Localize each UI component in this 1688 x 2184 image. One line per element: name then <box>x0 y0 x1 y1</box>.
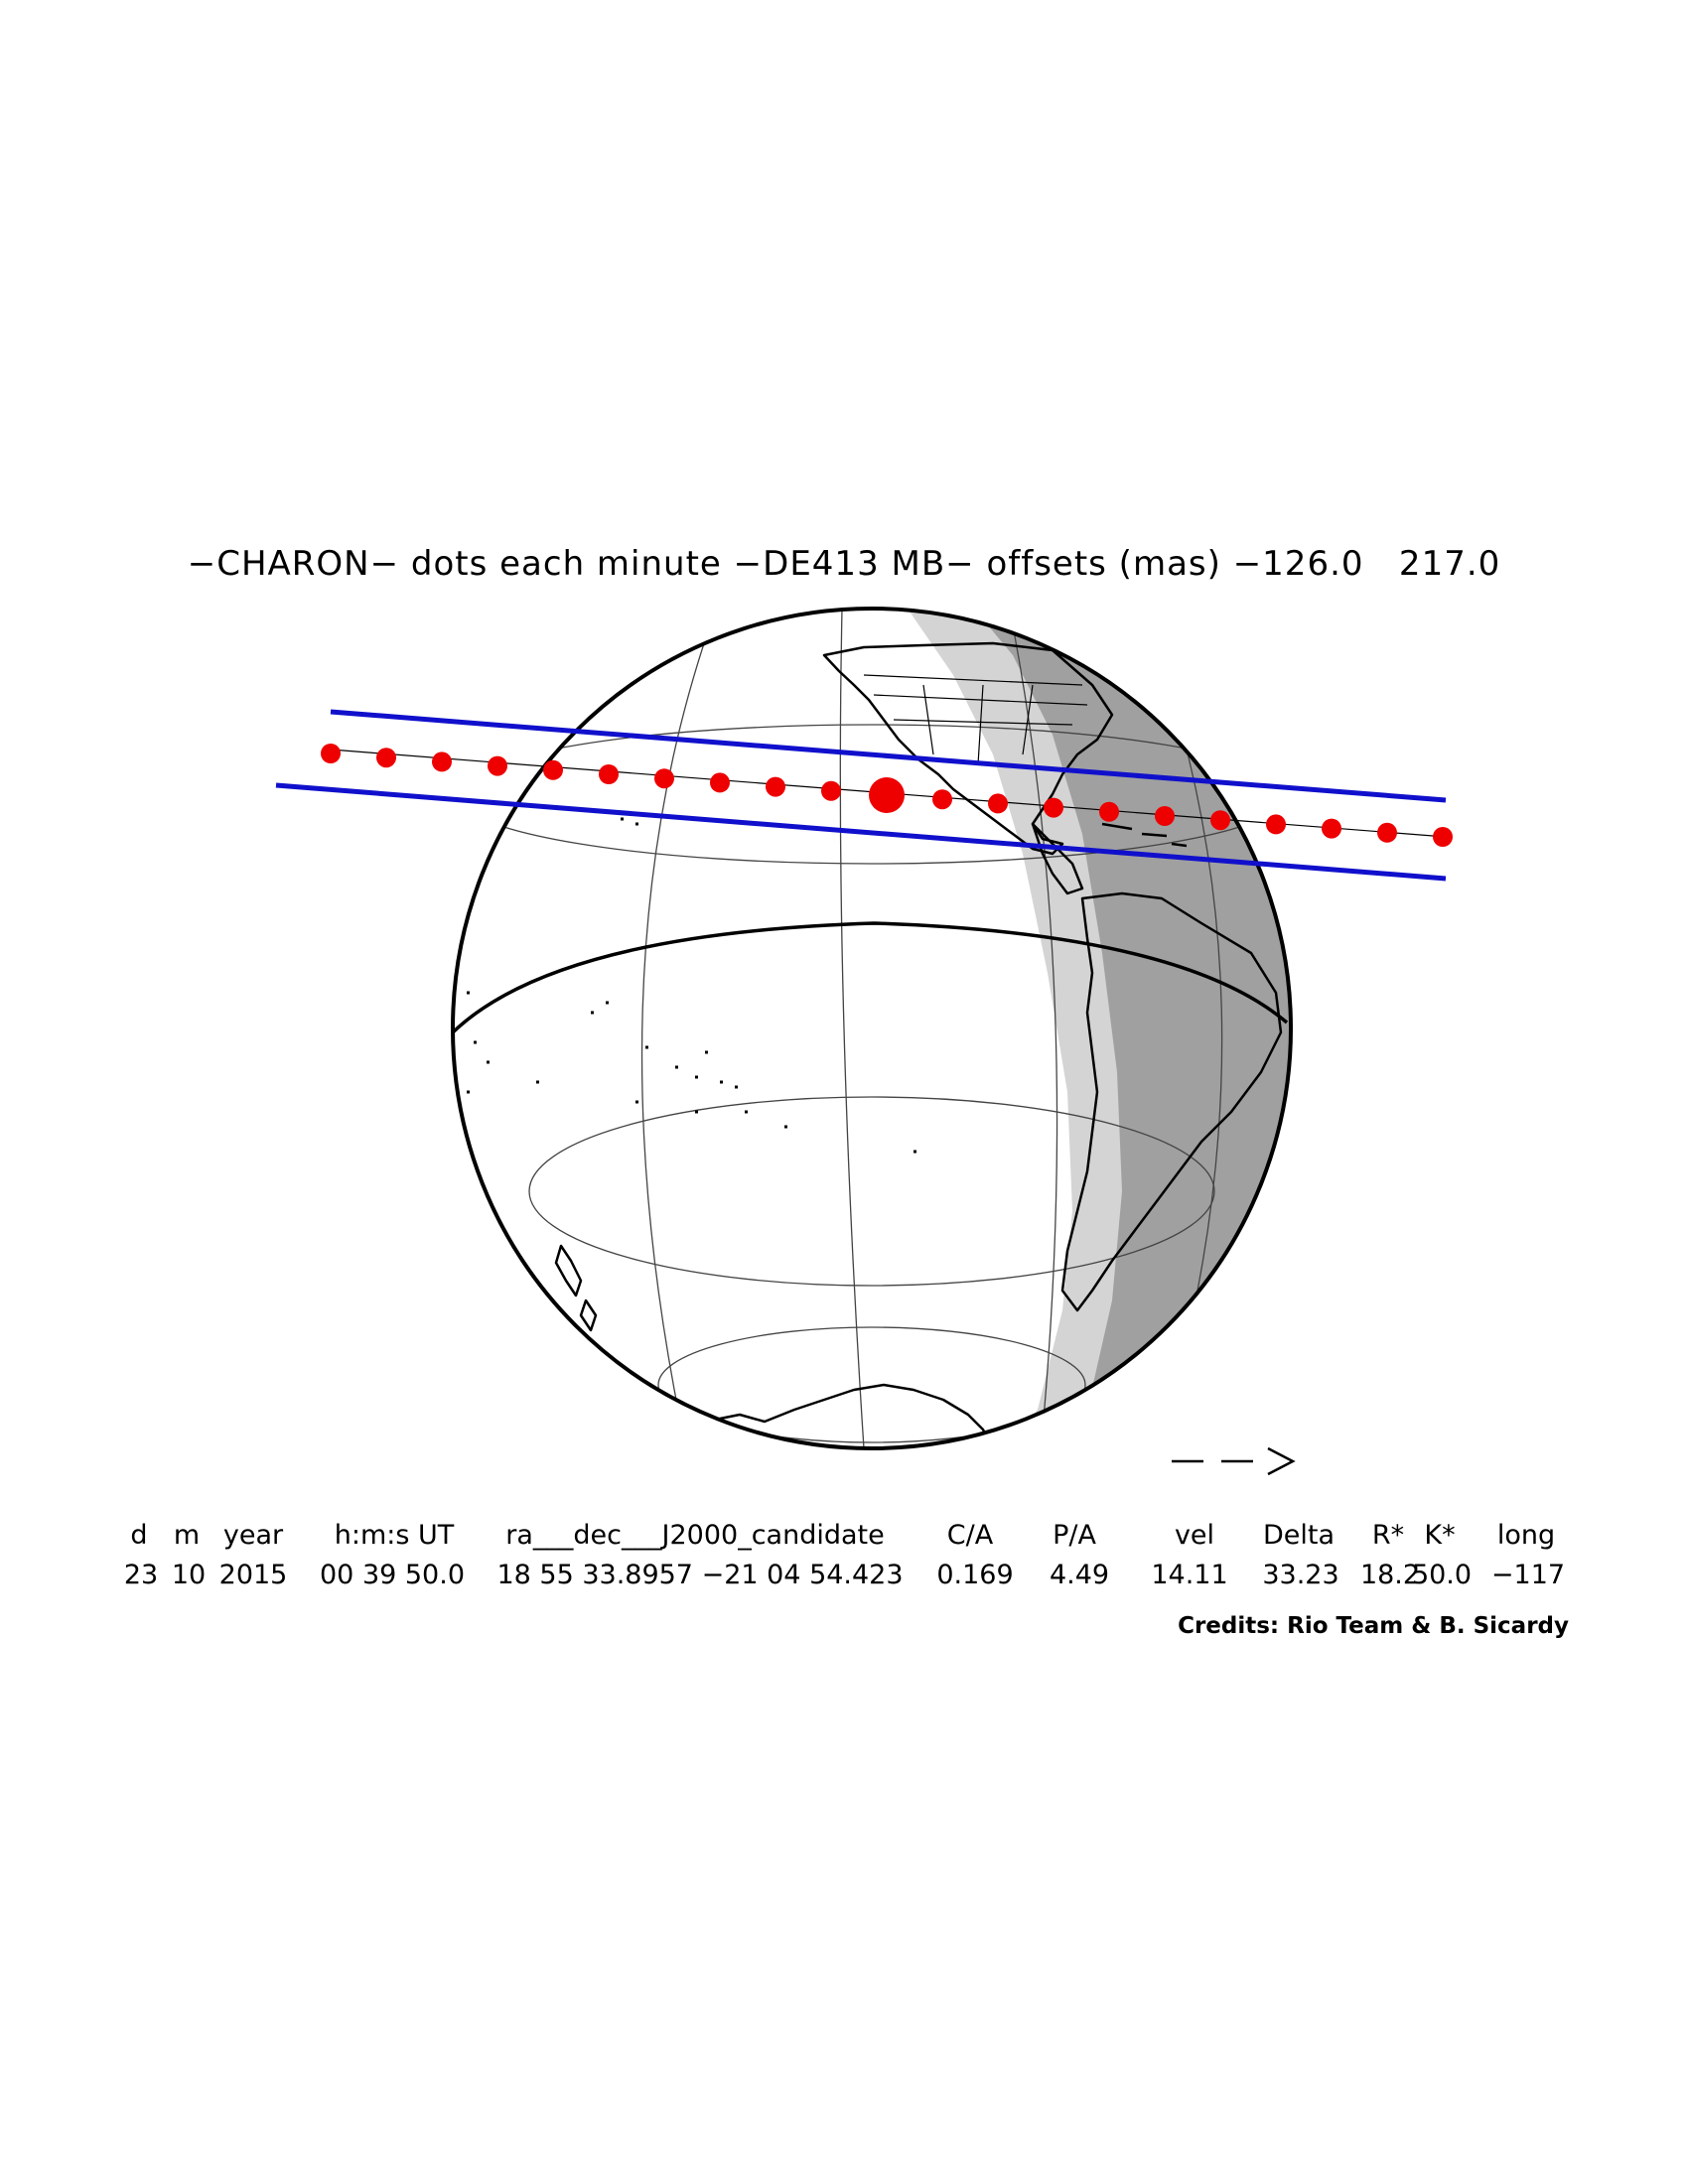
south-limit-line <box>275 782 1447 882</box>
minute-dot <box>1210 810 1230 831</box>
header-vel: vel <box>1174 1520 1215 1551</box>
minute-dot <box>710 772 730 793</box>
value-radec: 18 55 33.8957 −21 04 54.423 <box>496 1560 904 1590</box>
direction-arrow <box>1172 1446 1296 1476</box>
antarctica-outline <box>703 1383 995 1448</box>
caribbean-islands <box>1101 822 1188 848</box>
value-year: 2015 <box>218 1560 288 1590</box>
minute-dot <box>1044 797 1063 818</box>
closest-approach-dot <box>869 777 905 813</box>
minute-dot <box>1322 818 1341 839</box>
minute-dot <box>932 789 952 810</box>
table-header-row: d m year h:m:s UT ra___dec___J2000_candi… <box>0 1520 1688 1560</box>
minute-dot <box>1099 801 1119 822</box>
minute-dot <box>821 780 841 801</box>
value-long: −117 <box>1490 1560 1566 1590</box>
us-states <box>863 674 1088 765</box>
globe-outline <box>451 607 1293 1450</box>
header-kstar: K* <box>1424 1520 1456 1551</box>
minute-dot <box>321 744 341 763</box>
plot-title: −CHARON− dots each minute −DE413 MB− off… <box>187 544 1501 584</box>
value-vel: 14.11 <box>1151 1560 1228 1590</box>
minute-dot <box>1266 814 1286 835</box>
minute-dot <box>1377 822 1397 843</box>
header-rstar: R* <box>1371 1520 1405 1551</box>
value-d: 23 <box>123 1560 159 1590</box>
minute-dot <box>1155 806 1175 826</box>
header-radec: ra___dec___J2000_candidate <box>505 1520 885 1551</box>
pacific-islands <box>457 817 916 1154</box>
value-time: 00 39 50.0 <box>320 1560 465 1590</box>
value-rstar: 18.2 <box>1359 1560 1421 1590</box>
north-limit-line <box>330 709 1447 803</box>
table-value-row: 23 10 2015 00 39 50.0 18 55 33.8957 −21 … <box>0 1560 1688 1599</box>
minute-dot <box>432 751 452 772</box>
header-year: year <box>222 1520 284 1551</box>
value-pa: 4.49 <box>1049 1560 1110 1590</box>
minute-dot <box>766 776 785 797</box>
minute-dot <box>599 764 619 784</box>
value-ca: 0.169 <box>936 1560 1014 1590</box>
minute-dot <box>488 755 507 776</box>
equator-line <box>451 921 1289 1034</box>
minute-dot <box>988 793 1008 814</box>
header-time: h:m:s UT <box>334 1520 455 1551</box>
new-zealand-outline <box>554 1244 598 1332</box>
minute-dot <box>376 748 396 768</box>
header-pa: P/A <box>1053 1520 1096 1551</box>
value-kstar: 50.0 <box>1411 1560 1473 1590</box>
header-delta: Delta <box>1262 1520 1336 1551</box>
minute-dot <box>1433 827 1453 847</box>
header-ca: C/A <box>946 1520 994 1551</box>
occultation-dots <box>321 744 1453 847</box>
header-d: d <box>130 1520 148 1551</box>
minute-dot <box>654 768 674 789</box>
north-america-outline <box>822 641 1114 856</box>
header-m: m <box>173 1520 201 1551</box>
value-delta: 33.23 <box>1262 1560 1339 1590</box>
credits-text: Credits: Rio Team & B. Sicardy <box>1178 1613 1569 1639</box>
south-america-outline <box>1060 891 1283 1312</box>
minute-dot <box>543 759 563 780</box>
header-long: long <box>1496 1520 1556 1551</box>
value-m: 10 <box>171 1560 207 1590</box>
landmasses <box>457 641 1283 1448</box>
